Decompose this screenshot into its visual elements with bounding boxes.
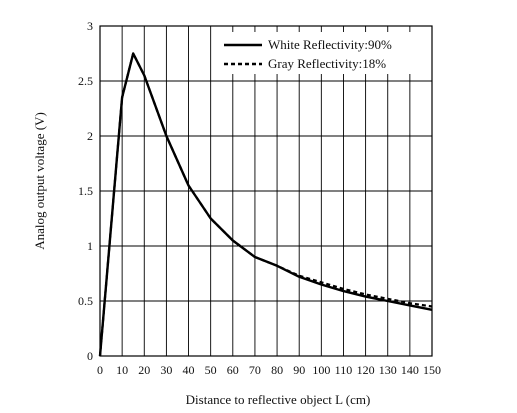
x-tick-label: 40 [183, 363, 195, 377]
x-axis-title: Distance to reflective object L (cm) [186, 392, 371, 407]
x-tick-label: 150 [423, 363, 441, 377]
y-tick-label: 1 [87, 239, 93, 253]
x-tick-label: 90 [293, 363, 305, 377]
x-tick-label: 100 [312, 363, 330, 377]
x-tick-label: 110 [335, 363, 353, 377]
series-line-white [98, 52, 433, 357]
x-tick-label: 10 [116, 363, 128, 377]
x-tick-label: 120 [357, 363, 375, 377]
y-tick-label: 1.5 [78, 184, 93, 198]
legend-label-gray: Gray Reflectivity:18% [268, 56, 386, 71]
x-tick-label: 60 [227, 363, 239, 377]
y-axis-title: Analog output voltage (V) [32, 112, 47, 250]
x-tick-label: 80 [271, 363, 283, 377]
y-tick-label: 2 [87, 129, 93, 143]
x-tick-label: 140 [401, 363, 419, 377]
x-tick-label: 0 [97, 363, 103, 377]
x-tick-label: 70 [249, 363, 261, 377]
legend-background [214, 32, 426, 74]
series-layer [98, 52, 433, 357]
x-tick-label: 130 [379, 363, 397, 377]
legend: White Reflectivity:90% Gray Reflectivity… [214, 32, 426, 74]
plot-border [99, 25, 433, 357]
grid [99, 25, 433, 357]
y-tick-label: 0 [87, 349, 93, 363]
y-tick-label: 2.5 [78, 74, 93, 88]
series-line-gray [98, 52, 433, 357]
x-tick-label: 50 [205, 363, 217, 377]
y-tick-label: 3 [87, 19, 93, 33]
legend-label-white: White Reflectivity:90% [268, 37, 392, 52]
x-tick-label: 30 [160, 363, 172, 377]
tick-labels: 0 10 20 30 40 50 60 70 80 90 100 110 120 130 140 150 0 0.… [78, 19, 441, 377]
y-tick-label: 0.5 [78, 294, 93, 308]
x-tick-label: 20 [138, 363, 150, 377]
